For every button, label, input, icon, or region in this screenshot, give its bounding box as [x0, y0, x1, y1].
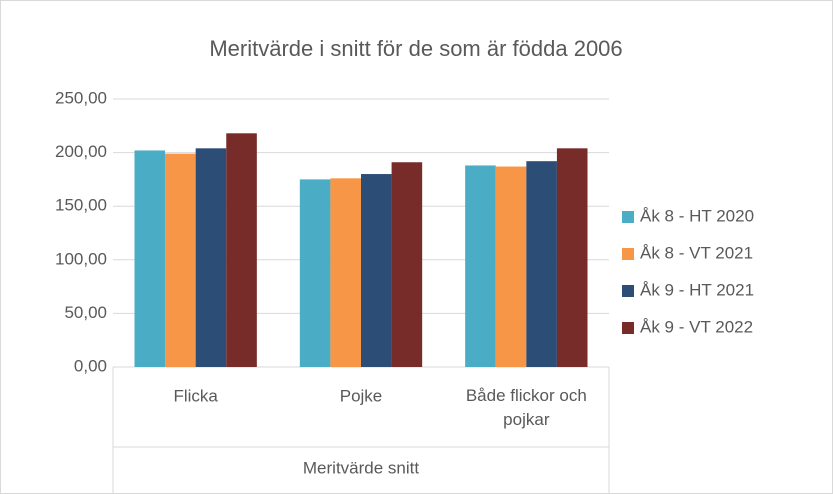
legend-swatch [622, 248, 634, 260]
bar [299, 179, 331, 367]
bar [361, 174, 392, 367]
bar [195, 148, 227, 367]
x-tick-label: Både flickor och pojkar [466, 386, 587, 429]
bar [391, 162, 423, 367]
legend-swatch [622, 322, 634, 334]
x-tick-label: Flicka [173, 386, 218, 405]
legend-swatch [622, 285, 634, 297]
bar [495, 166, 527, 367]
bar [465, 165, 496, 367]
x-tick-label: Pojke [340, 386, 383, 405]
legend-swatch [622, 211, 634, 223]
y-tick-label: 150,00 [55, 196, 107, 215]
y-tick-label: 0,00 [74, 356, 107, 375]
y-tick-label: 250,00 [55, 88, 107, 107]
bar [134, 150, 166, 367]
y-tick-label: 200,00 [55, 142, 107, 161]
legend-label: Åk 8 - HT 2020 [640, 206, 754, 225]
bar [526, 161, 557, 367]
bar [226, 133, 257, 367]
legend-label: Åk 9 - VT 2022 [640, 317, 753, 336]
bar [165, 153, 196, 367]
y-tick-label: 50,00 [64, 303, 107, 322]
bar [330, 178, 361, 367]
chart-title: Meritvärde i snitt för de som är födda 2… [209, 36, 622, 61]
bar [556, 148, 588, 367]
legend-label: Åk 9 - HT 2021 [640, 280, 754, 299]
legend-label: Åk 8 - VT 2021 [640, 243, 753, 262]
y-tick-label: 100,00 [55, 249, 107, 268]
x-group-label: Meritvärde snitt [303, 458, 419, 477]
